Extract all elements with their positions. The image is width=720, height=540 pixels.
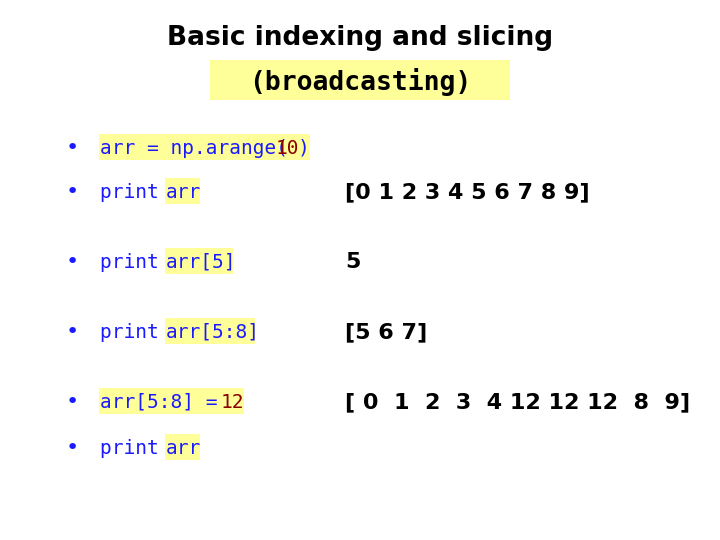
- FancyBboxPatch shape: [165, 248, 233, 274]
- Text: 12: 12: [221, 393, 245, 411]
- Text: •: •: [66, 138, 78, 158]
- Text: arr[5]: arr[5]: [166, 253, 236, 272]
- Text: arr: arr: [166, 183, 202, 201]
- Text: [5 6 7]: [5 6 7]: [345, 322, 427, 342]
- FancyBboxPatch shape: [165, 434, 200, 460]
- Text: arr: arr: [166, 438, 202, 457]
- Text: (broadcasting): (broadcasting): [249, 68, 471, 96]
- Text: Basic indexing and slicing: Basic indexing and slicing: [167, 25, 553, 51]
- FancyBboxPatch shape: [165, 318, 255, 344]
- FancyBboxPatch shape: [220, 388, 244, 414]
- Text: •: •: [66, 182, 78, 202]
- Text: •: •: [66, 392, 78, 412]
- FancyBboxPatch shape: [99, 388, 222, 414]
- Text: print: print: [100, 322, 171, 341]
- FancyBboxPatch shape: [99, 134, 277, 160]
- Text: •: •: [66, 438, 78, 458]
- Text: 5: 5: [345, 252, 361, 272]
- FancyBboxPatch shape: [165, 178, 200, 204]
- Text: arr[5:8]: arr[5:8]: [166, 322, 260, 341]
- FancyBboxPatch shape: [275, 134, 299, 160]
- Text: [0 1 2 3 4 5 6 7 8 9]: [0 1 2 3 4 5 6 7 8 9]: [345, 182, 590, 202]
- Text: print: print: [100, 183, 171, 201]
- Text: •: •: [66, 252, 78, 272]
- Text: •: •: [66, 322, 78, 342]
- Text: print: print: [100, 438, 171, 457]
- Text: arr[5:8] =: arr[5:8] =: [100, 393, 229, 411]
- Text: arr = np.arange(: arr = np.arange(: [100, 138, 288, 158]
- FancyBboxPatch shape: [210, 60, 510, 100]
- FancyBboxPatch shape: [297, 134, 310, 160]
- Text: print: print: [100, 253, 171, 272]
- Text: [ 0  1  2  3  4 12 12 12  8  9]: [ 0 1 2 3 4 12 12 12 8 9]: [345, 392, 690, 412]
- Text: ): ): [298, 138, 310, 158]
- Text: 10: 10: [276, 138, 300, 158]
